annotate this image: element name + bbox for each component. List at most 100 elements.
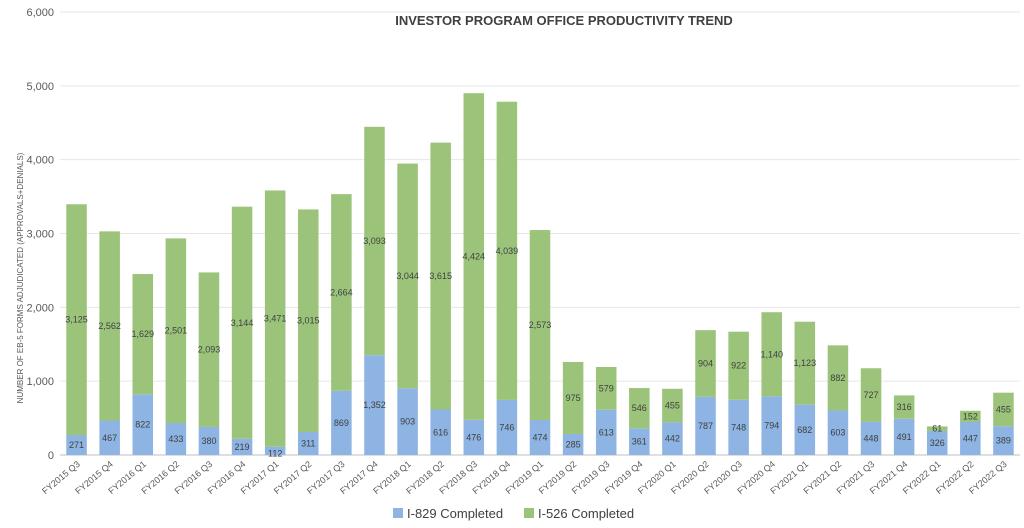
bar-segment-i829: [430, 409, 451, 455]
legend-item-i526: I-526 Completed: [524, 506, 634, 521]
data-label-i829: 748: [731, 422, 746, 432]
bar-segment-i829: [562, 433, 584, 455]
data-label-i526: 152: [963, 411, 978, 421]
data-label-i526: 579: [599, 383, 614, 393]
data-label-i526: 455: [665, 401, 680, 411]
data-label-i526: 2,573: [529, 320, 552, 330]
data-label-i829: 746: [499, 422, 514, 432]
bar-segment-i829: [893, 418, 915, 455]
bar-segment-i829: [132, 394, 154, 455]
legend-label-i829: I-829 Completed: [407, 506, 503, 521]
bar-segment-i526: [893, 395, 915, 419]
bars: 271 3,125 467 2,562 822 1,629 433 2,501 380 2,093…: [65, 93, 1014, 459]
data-label-i829: 389: [996, 436, 1011, 446]
data-label-i829: 448: [864, 433, 879, 443]
data-label-i526: 727: [864, 390, 879, 400]
data-label-i829: 903: [400, 417, 415, 427]
data-label-i829: 613: [599, 427, 614, 437]
bar-segment-i526: [860, 368, 882, 422]
bar-segment-i526: [827, 345, 849, 411]
y-tick-label: 2,000: [26, 302, 54, 314]
bar-segment-i526: [364, 126, 385, 356]
y-tick-label: 6,000: [26, 7, 54, 19]
bar-segment-i526: [595, 366, 617, 410]
bar-segment-i526: [331, 194, 352, 391]
data-label-i829: 467: [102, 433, 117, 443]
legend-item-i829: I-829 Completed: [393, 506, 503, 521]
data-label-i526: 1,140: [760, 349, 783, 359]
data-label-i526: 882: [830, 373, 845, 383]
bar-segment-i526: [794, 321, 816, 405]
bar-segment-i829: [794, 404, 816, 455]
bar-segment-i526: [165, 238, 187, 424]
data-label-i526: 3,615: [429, 271, 452, 281]
bar-segment-i829: [331, 390, 352, 455]
bar-segment-i829: [364, 355, 385, 455]
data-label-i526: 2,664: [330, 287, 353, 297]
bar-segment-i526: [264, 190, 286, 447]
data-label-i526: 2,093: [198, 345, 221, 355]
bar-segment-i526: [629, 388, 650, 429]
y-tick-label: 3,000: [26, 229, 54, 241]
data-label-i526: 3,093: [363, 236, 386, 246]
data-label-i526: 3,015: [297, 316, 320, 326]
data-label-i829: 491: [897, 432, 912, 442]
data-label-i829: 380: [201, 436, 216, 446]
data-label-i829: 1,352: [363, 400, 386, 410]
data-label-i829: 603: [830, 428, 845, 438]
legend-label-i526: I-526 Completed: [538, 506, 634, 521]
data-label-i526: 61: [932, 424, 942, 434]
bar-segment-i829: [926, 430, 948, 455]
bar-segment-i829: [397, 388, 418, 455]
bar-segment-i829: [993, 426, 1014, 455]
y-tick-label: 1,000: [26, 376, 54, 388]
bar-segment-i526: [662, 388, 683, 423]
bar-segment-i526: [66, 204, 87, 435]
data-label-i526: 975: [566, 393, 581, 403]
bar-segment-i526: [562, 361, 584, 434]
bar-segment-i829: [66, 434, 87, 455]
chart-title: INVESTOR PROGRAM OFFICE PRODUCTIVITY TRE…: [395, 13, 733, 28]
data-label-i526: 455: [996, 404, 1011, 414]
bar-segment-i829: [463, 419, 485, 455]
data-label-i526: 3,471: [264, 314, 287, 324]
y-tick-label: 0: [48, 450, 54, 462]
data-label-i829: 285: [566, 439, 581, 449]
data-label-i829: 474: [532, 433, 547, 443]
bar-segment-i526: [993, 392, 1014, 427]
data-label-i526: 2,562: [98, 321, 121, 331]
data-label-i829: 442: [665, 434, 680, 444]
y-tick-label: 5,000: [26, 81, 54, 93]
bar-segment-i526: [231, 206, 253, 439]
data-label-i526: 922: [731, 361, 746, 371]
data-label-i526: 4,039: [496, 246, 519, 256]
bar-segment-i829: [165, 423, 187, 455]
bar-segment-i526: [198, 272, 220, 427]
bar-segment-i526: [926, 426, 948, 431]
data-label-i829: 361: [632, 437, 647, 447]
data-label-i829: 271: [69, 440, 84, 450]
bar-segment-i829: [827, 410, 849, 455]
bar-segment-i829: [99, 420, 120, 455]
bar-segment-i526: [397, 163, 418, 389]
data-label-i829: 787: [698, 421, 713, 431]
data-label-i829: 869: [334, 418, 349, 428]
bar-segment-i526: [695, 330, 716, 397]
data-label-i829: 476: [466, 432, 481, 442]
bar-segment-i526: [960, 410, 981, 422]
y-axis-title: NUMBER OF EB-5 FORMS ADJUDICATED (APPROV…: [16, 152, 25, 403]
bar-segment-i829: [231, 438, 253, 455]
bar-segment-i829: [960, 421, 981, 455]
bar-segment-i829: [529, 420, 551, 455]
bar-segment-i526: [430, 142, 451, 410]
bar-segment-i526: [463, 93, 485, 420]
bar-segment-i829: [662, 422, 683, 455]
data-label-i526: 3,144: [231, 318, 254, 328]
y-tick-label: 4,000: [26, 155, 54, 167]
data-label-i829: 682: [797, 425, 812, 435]
bar-segment-i526: [496, 101, 518, 400]
data-label-i829: 433: [168, 434, 183, 444]
data-label-i829: 311: [301, 439, 315, 449]
data-label-i526: 2,501: [165, 326, 188, 336]
